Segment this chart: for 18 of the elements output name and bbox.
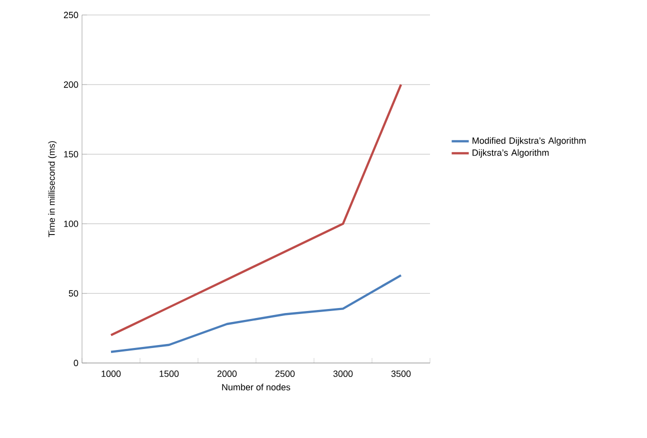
x-tick-label: 2500	[275, 370, 295, 377]
y-tick-label: 250	[64, 12, 78, 18]
x-tick-label: 3500	[391, 370, 411, 377]
y-tick-label: 150	[64, 150, 78, 158]
y-tick-label: 50	[68, 290, 78, 297]
y-tick-label: 0	[74, 360, 78, 366]
y-axis-title: Time in millisecond (ms)	[48, 141, 57, 238]
x-axis-title: Number of nodes	[222, 384, 290, 390]
line-series	[110, 274, 402, 353]
x-tick-label: 1500	[160, 370, 179, 377]
x-tick-label: 1000	[102, 370, 121, 377]
legend-label: Dijkstra’s Algorithm	[472, 149, 549, 158]
y-tick-label: 200	[64, 81, 78, 88]
x-tick-label: 3000	[333, 370, 353, 377]
line-series	[110, 83, 402, 336]
x-tick-label: 2000	[217, 370, 237, 377]
y-tick-label: 100	[64, 220, 78, 227]
legend-label: Modified Dijkstra’s Algorithm	[472, 137, 586, 146]
